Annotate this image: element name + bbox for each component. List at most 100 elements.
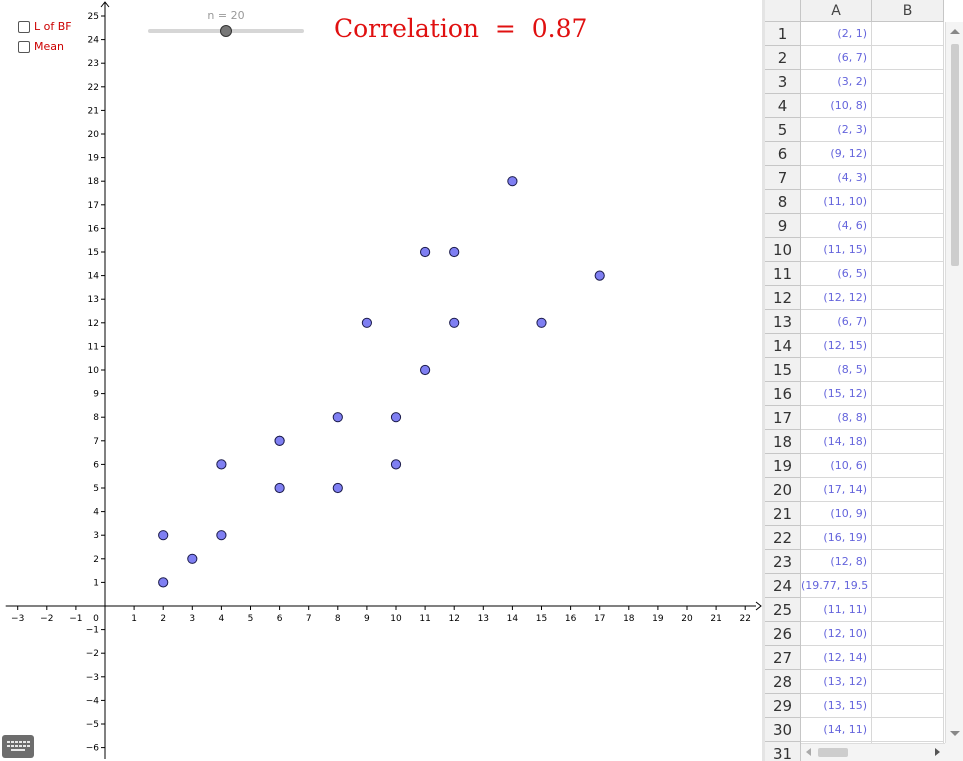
cell-b[interactable] [872, 46, 944, 70]
row-header[interactable]: 8 [765, 190, 801, 214]
cell-b[interactable] [872, 406, 944, 430]
cell-b[interactable] [872, 454, 944, 478]
cell-a[interactable]: (11, 10) [801, 190, 872, 214]
row-header[interactable]: 11 [765, 262, 801, 286]
data-point[interactable] [536, 317, 547, 328]
cell-b[interactable] [872, 22, 944, 46]
data-point[interactable] [449, 317, 460, 328]
cell-b[interactable] [872, 166, 944, 190]
cell-b[interactable] [872, 478, 944, 502]
row-header[interactable]: 14 [765, 334, 801, 358]
row-header[interactable]: 13 [765, 310, 801, 334]
cell-b[interactable] [872, 622, 944, 646]
data-point[interactable] [274, 435, 285, 446]
cell-b[interactable] [872, 238, 944, 262]
cell-a[interactable]: (4, 6) [801, 214, 872, 238]
cell-b[interactable] [872, 118, 944, 142]
row-header[interactable]: 25 [765, 598, 801, 622]
cell-b[interactable] [872, 190, 944, 214]
cell-b[interactable] [872, 262, 944, 286]
row-header[interactable]: 2 [765, 46, 801, 70]
cell-b[interactable] [872, 142, 944, 166]
scroll-right-icon[interactable] [935, 748, 940, 756]
data-point[interactable] [158, 530, 169, 541]
keyboard-icon[interactable] [2, 735, 34, 758]
row-header[interactable]: 4 [765, 94, 801, 118]
cell-b[interactable] [872, 670, 944, 694]
row-header[interactable]: 10 [765, 238, 801, 262]
row-header[interactable]: 27 [765, 646, 801, 670]
cell-b[interactable] [872, 718, 944, 742]
cell-a[interactable]: (6, 7) [801, 310, 872, 334]
scroll-thumb[interactable] [818, 748, 848, 757]
row-header[interactable]: 5 [765, 118, 801, 142]
cell-a[interactable]: (12, 8) [801, 550, 872, 574]
row-header[interactable]: 17 [765, 406, 801, 430]
row-header[interactable]: 20 [765, 478, 801, 502]
n-slider[interactable]: n = 20 [146, 9, 306, 43]
data-point[interactable] [449, 246, 460, 258]
row-header[interactable]: 18 [765, 430, 801, 454]
cell-a[interactable]: (8, 5) [801, 358, 872, 382]
data-point[interactable] [420, 246, 431, 258]
data-point[interactable] [216, 459, 227, 470]
cell-a[interactable]: (12, 10) [801, 622, 872, 646]
data-point[interactable] [187, 553, 198, 564]
data-point[interactable] [390, 459, 402, 470]
cell-b[interactable] [872, 334, 944, 358]
cell-a[interactable]: (6, 5) [801, 262, 872, 286]
checkbox-line-of-best-fit[interactable]: L of BF [18, 20, 72, 33]
cell-a[interactable]: (12, 14) [801, 646, 872, 670]
cell-b[interactable] [872, 358, 944, 382]
vertical-scrollbar[interactable] [945, 22, 963, 743]
cell-a[interactable]: (10, 8) [801, 94, 872, 118]
checkbox-box[interactable] [18, 20, 30, 33]
cell-a[interactable]: (15, 12) [801, 382, 872, 406]
cell-b[interactable] [872, 286, 944, 310]
cell-b[interactable] [872, 310, 944, 334]
cell-a[interactable]: (10, 6) [801, 454, 872, 478]
row-header[interactable]: 21 [765, 502, 801, 526]
data-point[interactable] [216, 530, 227, 541]
cell-b[interactable] [872, 94, 944, 118]
cell-a[interactable]: (17, 14) [801, 478, 872, 502]
row-header[interactable]: 15 [765, 358, 801, 382]
cell-b[interactable] [872, 526, 944, 550]
cell-b[interactable] [872, 598, 944, 622]
cell-b[interactable] [872, 502, 944, 526]
scroll-thumb[interactable] [951, 44, 959, 266]
cell-a[interactable]: (11, 11) [801, 598, 872, 622]
graphics-view[interactable]: −3 −2 −1 0 1 2 3 4 5 6 7 8 9 10 11 12 13 14 15 16 17 18 19 20 21… [0, 0, 763, 761]
cell-b[interactable] [872, 646, 944, 670]
data-point[interactable] [332, 412, 343, 423]
row-header[interactable]: 23 [765, 550, 801, 574]
cell-a[interactable]: (12, 15) [801, 334, 872, 358]
cell-b[interactable] [872, 430, 944, 454]
data-point[interactable] [332, 482, 343, 494]
row-header[interactable]: 30 [765, 718, 801, 742]
row-header[interactable]: 16 [765, 382, 801, 406]
row-header[interactable]: 28 [765, 670, 801, 694]
cell-a[interactable]: (12, 12) [801, 286, 872, 310]
cell-a[interactable]: (9, 12) [801, 142, 872, 166]
cell-b[interactable] [872, 382, 944, 406]
row-header[interactable]: 1 [765, 22, 801, 46]
data-point[interactable] [507, 176, 518, 187]
cell-b[interactable] [872, 694, 944, 718]
row-header[interactable]: 9 [765, 214, 801, 238]
cell-b[interactable] [872, 550, 944, 574]
cell-a[interactable]: (4, 3) [801, 166, 872, 190]
cell-b[interactable] [872, 214, 944, 238]
cell-a[interactable]: (13, 15) [801, 694, 872, 718]
cell-a[interactable]: (19.77, 19.5 [801, 574, 872, 598]
scroll-down-icon[interactable] [950, 731, 960, 736]
row-header[interactable]: 31 [765, 742, 801, 761]
checkbox-box[interactable] [18, 40, 30, 53]
slider-knob[interactable] [220, 25, 232, 37]
horizontal-scrollbar[interactable] [801, 743, 945, 761]
cell-a[interactable]: (10, 9) [801, 502, 872, 526]
data-point[interactable] [594, 270, 605, 281]
cell-b[interactable] [872, 574, 944, 598]
cell-b[interactable] [872, 70, 944, 94]
corner-header[interactable] [765, 0, 801, 22]
